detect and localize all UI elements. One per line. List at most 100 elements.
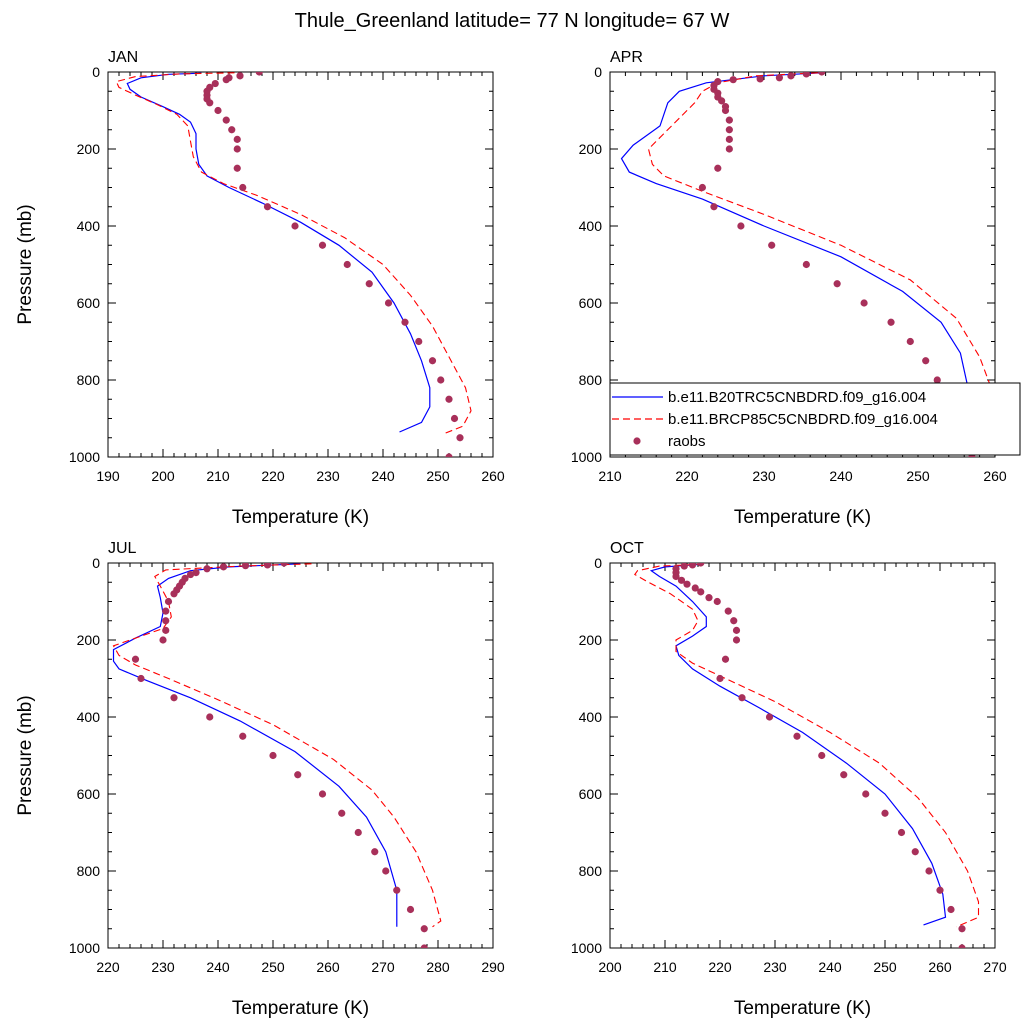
- raobs-point: [724, 607, 732, 615]
- legend: b.e11.B20TRC5CNBDRD.f09_g16.004 b.e11.BRC…: [609, 382, 1021, 456]
- raobs-point: [162, 626, 170, 634]
- series-layer: [115, 72, 472, 457]
- raobs-point: [131, 655, 140, 663]
- x-tick-label: 250: [261, 959, 285, 975]
- x-tick-label: 210: [206, 468, 230, 484]
- raobs-point: [947, 905, 955, 914]
- raobs-point: [203, 565, 211, 573]
- x-tick-label: 240: [829, 468, 853, 484]
- raobs-point: [393, 886, 401, 894]
- figure-title: Thule_Greenland latitude= 77 N longitude…: [295, 10, 730, 32]
- raobs-point: [925, 867, 933, 875]
- raobs-point: [840, 771, 848, 779]
- x-tick-label: 280: [426, 959, 450, 975]
- raobs-point: [737, 222, 745, 230]
- raobs-point: [415, 337, 423, 346]
- raobs-point: [936, 886, 944, 894]
- raobs-point: [384, 299, 393, 307]
- raobs-point: [713, 597, 721, 606]
- y-tick-label: 0: [92, 555, 100, 571]
- raobs-point: [445, 453, 453, 457]
- raobs-point: [186, 570, 195, 579]
- raobs-point: [162, 607, 170, 615]
- x-tick-label: 260: [928, 959, 952, 975]
- x-tick-label: 230: [752, 468, 776, 484]
- series-raobs: [672, 563, 966, 948]
- x-tick-label: 290: [481, 959, 505, 975]
- panel-label: APR: [610, 49, 643, 66]
- raobs-point: [428, 357, 437, 365]
- series-layer: [112, 563, 442, 948]
- raobs-point: [802, 260, 810, 269]
- series-line-brcp85: [112, 563, 442, 928]
- raobs-point: [725, 135, 733, 143]
- raobs-point: [255, 72, 263, 76]
- raobs-point: [725, 126, 733, 134]
- raobs-point: [192, 569, 200, 577]
- x-tick-label: 260: [481, 468, 505, 484]
- raobs-point: [219, 563, 228, 571]
- x-tick-label: 210: [598, 468, 622, 484]
- raobs-point: [802, 72, 810, 78]
- panel-jul: JUL 220 230 240 250 260 270 280 290 0 200 400 600 800…: [15, 540, 505, 1019]
- x-tick-label: 240: [371, 468, 395, 484]
- raobs-point: [697, 588, 705, 596]
- raobs-point: [137, 674, 145, 683]
- raobs-point: [688, 563, 697, 569]
- y-tick-label: 200: [77, 141, 101, 157]
- raobs-point: [775, 74, 784, 82]
- y-tick-label: 400: [77, 709, 101, 725]
- raobs-point: [211, 79, 219, 88]
- x-tick-label: 250: [426, 468, 450, 484]
- raobs-point: [721, 106, 730, 115]
- y-tick-label: 600: [579, 295, 603, 311]
- raobs-point: [714, 164, 722, 172]
- x-axis-title: Temperature (K): [232, 507, 369, 528]
- raobs-point: [833, 280, 841, 288]
- y-tick-label: 1000: [69, 449, 100, 465]
- raobs-point: [406, 905, 415, 914]
- raobs-point: [933, 376, 941, 384]
- raobs-point: [164, 597, 173, 606]
- raobs-point: [338, 809, 346, 817]
- raobs-point: [239, 732, 247, 740]
- x-tick-label: 270: [983, 959, 1007, 975]
- raobs-point: [170, 694, 178, 702]
- raobs-point: [241, 563, 250, 570]
- raobs-point: [698, 183, 707, 192]
- raobs-point: [318, 241, 327, 249]
- raobs-point: [222, 116, 230, 124]
- plot-frame: [107, 71, 494, 458]
- raobs-point: [787, 72, 795, 80]
- raobs-point: [710, 203, 718, 211]
- raobs-point: [697, 563, 705, 567]
- raobs-point: [818, 751, 826, 760]
- raobs-point: [818, 72, 826, 76]
- x-tick-label: 210: [653, 959, 677, 975]
- raobs-point: [437, 376, 445, 384]
- panel-oct: OCT 200 210 220 230 240 250 260 270 0 200 400 600 800…: [571, 540, 1007, 1019]
- raobs-point: [860, 299, 868, 307]
- raobs-point: [354, 828, 362, 837]
- y-tick-label: 600: [77, 786, 101, 802]
- y-tick-label: 0: [594, 555, 602, 571]
- y-tick-label: 600: [77, 295, 101, 311]
- x-tick-label: 200: [151, 468, 175, 484]
- raobs-point: [456, 434, 464, 442]
- raobs-point: [718, 97, 726, 105]
- raobs-point: [768, 241, 776, 249]
- series-raobs: [131, 563, 428, 948]
- y-tick-label: 800: [579, 863, 603, 879]
- raobs-point: [420, 944, 428, 948]
- raobs-point: [239, 183, 247, 192]
- series-line-b20trc5: [126, 72, 431, 433]
- raobs-point: [263, 203, 272, 211]
- panel-label: JUL: [108, 540, 137, 557]
- raobs-point: [672, 572, 680, 581]
- x-tick-label: 260: [316, 959, 340, 975]
- x-tick-label: 230: [151, 959, 175, 975]
- x-tick-label: 200: [598, 959, 622, 975]
- raobs-point: [294, 771, 302, 779]
- x-tick-label: 250: [906, 468, 930, 484]
